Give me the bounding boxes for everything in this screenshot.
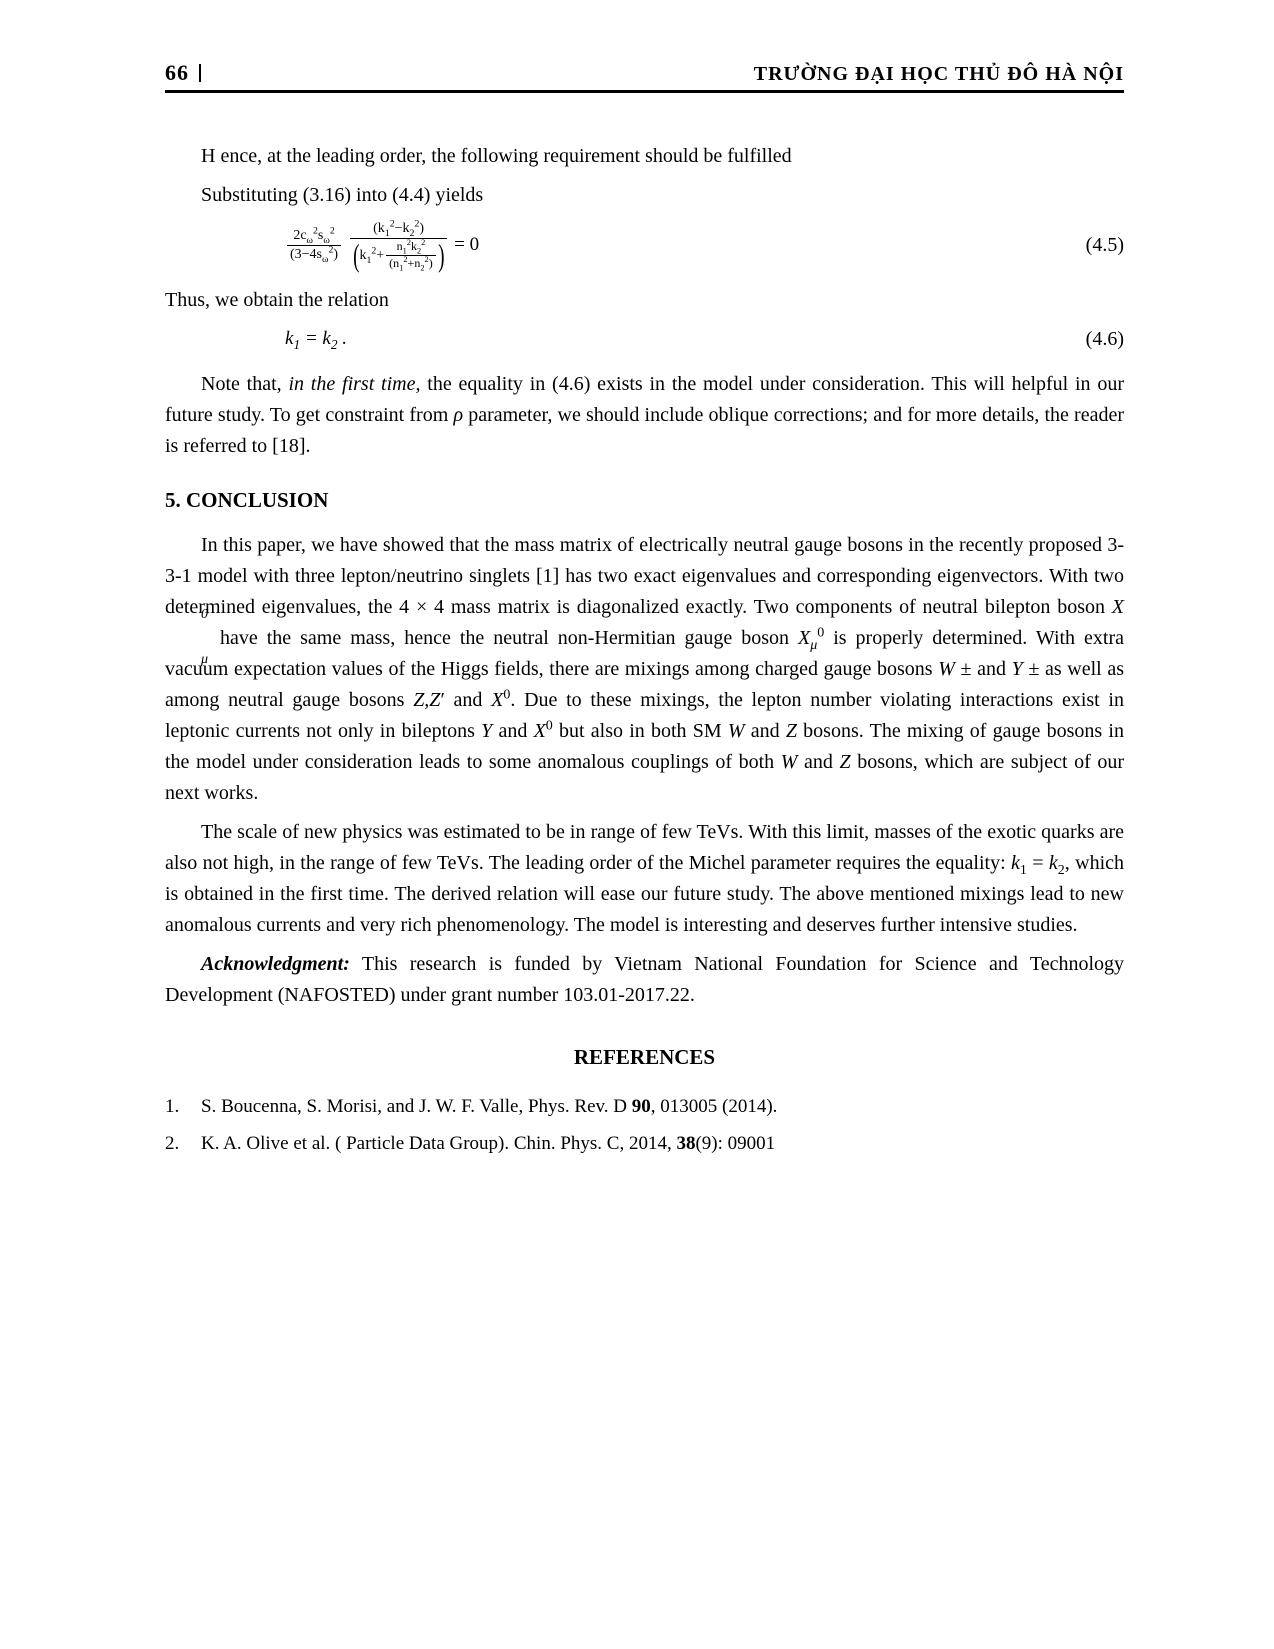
references-heading: REFERENCES (165, 1041, 1124, 1074)
equation-number: (4.5) (1044, 230, 1124, 261)
reference-number: 2. (165, 1129, 201, 1158)
paragraph: Substituting (3.16) into (4.4) yields (165, 180, 1124, 211)
page-number: 66 (165, 60, 201, 86)
paragraph: In this paper, we have showed that the m… (165, 530, 1124, 809)
equation-body: k1 = k2 . (285, 328, 347, 349)
reference-text: K. A. Olive et al. ( Particle Data Group… (201, 1133, 775, 1154)
equation-rhs: = 0 (454, 234, 479, 255)
reference-item: 2.K. A. Olive et al. ( Particle Data Gro… (165, 1129, 1124, 1158)
reference-number: 1. (165, 1092, 201, 1121)
paragraph: Note that, in the first time, the equali… (165, 369, 1124, 462)
equation-4-5: 2cω2sω2 (3−4sω2) (k12−k22) (k12+ n12k22 … (165, 221, 1124, 271)
equation-4-6: k1 = k2 . (4.6) (165, 324, 1124, 355)
acknowledgment: Acknowledgment: This research is funded … (165, 949, 1124, 1011)
reference-item: 1.S. Boucenna, S. Morisi, and J. W. F. V… (165, 1092, 1124, 1121)
references-list: 1.S. Boucenna, S. Morisi, and J. W. F. V… (165, 1092, 1124, 1159)
equation-fraction: (k12−k22) (k12+ n12k22 (n12+n22) ) (350, 221, 448, 271)
reference-text: S. Boucenna, S. Morisi, and J. W. F. Val… (201, 1096, 777, 1117)
page-header: 66 TRƯỜNG ĐẠI HỌC THỦ ĐÔ HÀ NỘI (165, 60, 1124, 93)
paragraph: Thus, we obtain the relation (165, 285, 1124, 316)
journal-title: TRƯỜNG ĐẠI HỌC THỦ ĐÔ HÀ NỘI (754, 63, 1124, 86)
equation-number: (4.6) (1044, 324, 1124, 355)
paragraph: The scale of new physics was estimated t… (165, 817, 1124, 941)
equation-fraction: 2cω2sω2 (3−4sω2) (287, 228, 341, 263)
page-content: H ence, at the leading order, the follow… (165, 141, 1124, 1159)
section-heading: 5. CONCLUSION (165, 484, 1124, 517)
paragraph: H ence, at the leading order, the follow… (165, 141, 1124, 172)
